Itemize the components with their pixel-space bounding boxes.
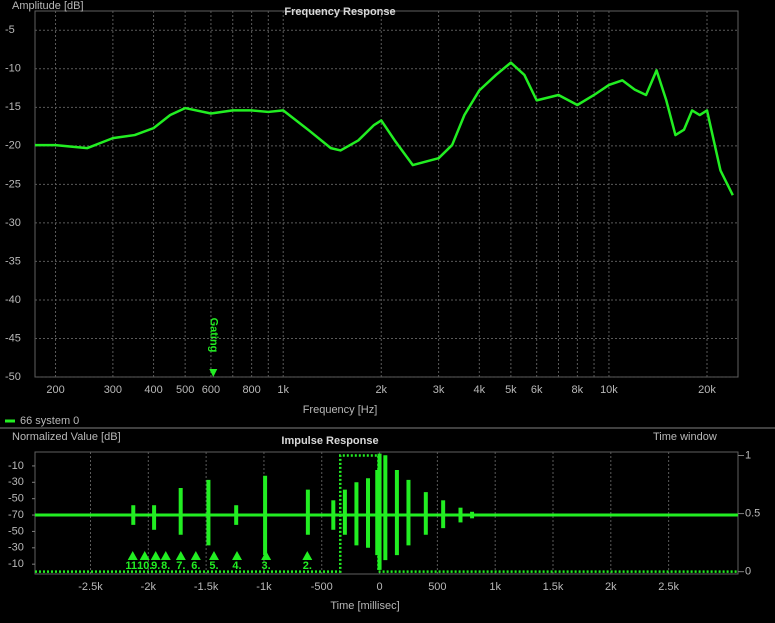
x-tick-label: 3k bbox=[433, 384, 445, 396]
x-tick-label: 10k bbox=[600, 384, 618, 396]
marker bbox=[261, 551, 272, 560]
x-tick-label: 400 bbox=[144, 384, 162, 396]
x-tick-label: 4k bbox=[474, 384, 486, 396]
x-tick-label: -2.5k bbox=[78, 581, 103, 593]
x-tick-label: 5k bbox=[505, 384, 517, 396]
marker-label: 9. bbox=[151, 560, 160, 572]
marker-label: 4. bbox=[232, 560, 241, 572]
x-tick-label: 1.5k bbox=[543, 581, 564, 593]
marker-label: 10. bbox=[137, 560, 152, 572]
y-tick-label: -50 bbox=[8, 525, 24, 537]
x-tick-label: -2k bbox=[141, 581, 157, 593]
y-tick-label: -35 bbox=[5, 255, 21, 267]
bottom-frame bbox=[34, 451, 739, 575]
x-tick-label: 500 bbox=[428, 581, 446, 593]
x-tick-label: 2k bbox=[605, 581, 617, 593]
marker-label: 6. bbox=[191, 560, 200, 572]
x-tick-label: -500 bbox=[311, 581, 333, 593]
x-tick-label: 2.5k bbox=[658, 581, 679, 593]
x-tick-label: 800 bbox=[242, 384, 260, 396]
x-tick-label: 500 bbox=[176, 384, 194, 396]
marker-label: 11. bbox=[125, 560, 140, 572]
marker bbox=[208, 551, 219, 560]
chart-title: Impulse Response bbox=[281, 435, 378, 447]
x-tick-label: 20k bbox=[698, 384, 716, 396]
marker bbox=[190, 551, 201, 560]
y2-tick-label: 1 bbox=[745, 449, 751, 461]
x-tick-label: 300 bbox=[104, 384, 122, 396]
y-tick-label: -15 bbox=[5, 101, 21, 113]
marker-label: 5. bbox=[209, 560, 218, 572]
top-frame bbox=[34, 10, 739, 378]
x-tick-label: 0 bbox=[377, 581, 383, 593]
y-tick-label: -70 bbox=[8, 509, 24, 521]
marker-label: 7. bbox=[176, 560, 185, 572]
marker-label: 2. bbox=[303, 560, 312, 572]
x-tick-label: 2k bbox=[375, 384, 387, 396]
x-tick-label: 1k bbox=[277, 384, 289, 396]
marker-label: 8. bbox=[161, 560, 170, 572]
marker bbox=[150, 551, 161, 560]
y-axis-label: Normalized Value [dB] bbox=[12, 431, 121, 443]
y-tick-label: -10 bbox=[8, 558, 24, 570]
marker bbox=[231, 551, 242, 560]
y-tick-label: -30 bbox=[8, 476, 24, 488]
x-tick-label: -1k bbox=[256, 581, 272, 593]
y-tick-label: -50 bbox=[8, 493, 24, 505]
marker bbox=[175, 551, 186, 560]
y2-axis-label: Time window bbox=[653, 431, 717, 443]
marker-label: 3. bbox=[262, 560, 271, 572]
marker bbox=[139, 551, 150, 560]
series-line bbox=[35, 61, 734, 196]
x-tick-label: 200 bbox=[46, 384, 64, 396]
y-tick-label: -10 bbox=[5, 63, 21, 75]
marker bbox=[127, 551, 138, 560]
annotation: Gating bbox=[207, 318, 219, 353]
time-window bbox=[35, 454, 738, 573]
y-tick-label: -5 bbox=[5, 24, 15, 36]
annotation-marker bbox=[209, 369, 218, 377]
x-axis-label: Time [millisec] bbox=[330, 600, 399, 612]
y-tick-label: -45 bbox=[5, 332, 21, 344]
marker bbox=[160, 551, 171, 560]
y-tick-label: -30 bbox=[5, 217, 21, 229]
x-tick-label: 8k bbox=[572, 384, 584, 396]
x-tick-label: 1k bbox=[489, 581, 501, 593]
marker bbox=[302, 551, 313, 560]
y-tick-label: -30 bbox=[8, 542, 24, 554]
x-tick-label: -1.5k bbox=[194, 581, 219, 593]
x-axis-label: Frequency [Hz] bbox=[303, 404, 378, 416]
chart-title: Frequency Response bbox=[284, 6, 395, 18]
y-tick-label: -50 bbox=[5, 371, 21, 383]
y-axis-label: Amplitude [dB] bbox=[12, 0, 84, 12]
x-tick-label: 600 bbox=[202, 384, 220, 396]
y-tick-label: -40 bbox=[5, 294, 21, 306]
y-tick-label: -20 bbox=[5, 140, 21, 152]
x-tick-label: 6k bbox=[531, 384, 543, 396]
legend-label: 66 system 0 bbox=[20, 415, 79, 427]
y2-tick-label: 0 bbox=[745, 566, 751, 578]
y-tick-label: -10 bbox=[8, 460, 24, 472]
y2-tick-label: 0.5 bbox=[745, 507, 760, 519]
y-tick-label: -25 bbox=[5, 178, 21, 190]
